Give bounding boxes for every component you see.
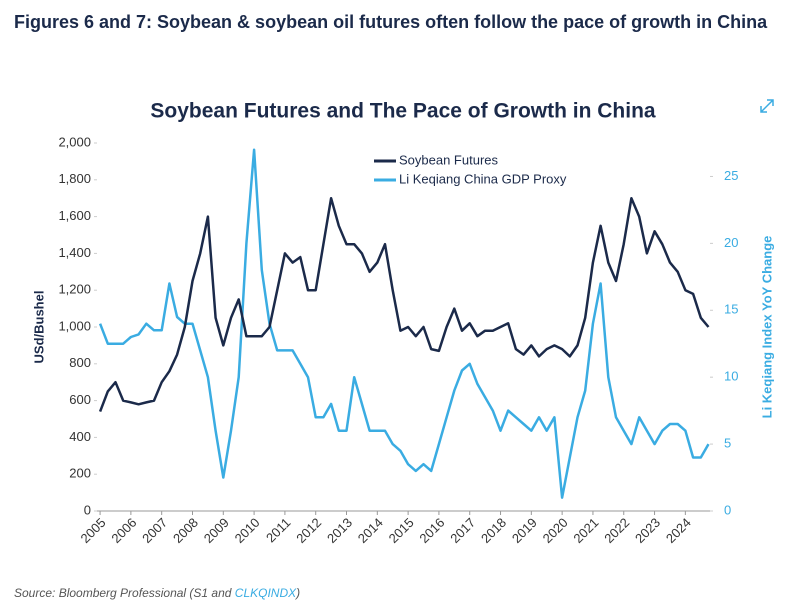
y2-tick-label: 25 (724, 168, 738, 183)
x-tick-label: 2007 (139, 515, 170, 546)
y-tick-label: 200 (69, 466, 91, 481)
y-tick-label: 1,200 (58, 282, 91, 297)
x-tick-label: 2012 (293, 515, 324, 546)
y-tick-label: 2,000 (58, 134, 91, 149)
series-line (98, 148, 710, 499)
y-tick-label: 0 (84, 502, 91, 517)
y2-tick-label: 20 (724, 235, 738, 250)
y2-tick-label: 15 (724, 302, 738, 317)
y-tick-label: 1,800 (58, 171, 91, 186)
x-tick-label: 2014 (355, 515, 386, 546)
x-tick-label: 2017 (447, 515, 478, 546)
x-tick-label: 2020 (540, 515, 571, 546)
x-tick-label: 2024 (663, 515, 694, 546)
source-prefix: Source: Bloomberg Professional (S1 and (14, 586, 232, 600)
expand-icon[interactable] (760, 99, 774, 113)
source-link[interactable]: CLKQINDX (235, 586, 297, 600)
y-tick-label: 800 (69, 355, 91, 370)
source: Source: Bloomberg Professional (S1 and C… (14, 586, 300, 600)
x-tick-label: 2021 (570, 515, 601, 546)
y-tick-label: 1,400 (58, 245, 91, 260)
x-tick-label: 2019 (509, 515, 540, 546)
y-tick-label: 400 (69, 429, 91, 444)
series-line (98, 196, 710, 413)
y-axis-label: USd/Bushel (31, 291, 46, 364)
x-tick-label: 2018 (478, 515, 509, 546)
x-tick-label: 2016 (416, 515, 447, 546)
x-tick-label: 2022 (601, 515, 632, 546)
y2-tick-label: 0 (724, 502, 731, 517)
x-tick-label: 2005 (78, 515, 109, 546)
x-tick-label: 2015 (386, 515, 417, 546)
x-tick-label: 2006 (108, 515, 139, 546)
legend-label: Li Keqiang China GDP Proxy (399, 171, 567, 186)
x-tick-label: 2010 (232, 515, 263, 546)
y-tick-label: 600 (69, 392, 91, 407)
x-tick-label: 2011 (263, 515, 293, 545)
x-tick-label: 2009 (201, 515, 232, 546)
x-tick-label: 2013 (324, 515, 355, 546)
y2-tick-label: 10 (724, 369, 738, 384)
chart-title: Soybean Futures and The Pace of Growth i… (150, 100, 656, 123)
y-tick-label: 1,600 (58, 208, 91, 223)
y2-axis-label: Li Keqiang Index YoY Change (759, 236, 774, 419)
legend-label: Soybean Futures (399, 152, 499, 167)
y2-tick-label: 5 (724, 436, 731, 451)
source-suffix: ) (294, 586, 300, 600)
header-title: Figures 6 and 7: Soybean & soybean oil f… (14, 12, 768, 32)
y-tick-label: 1,000 (58, 318, 91, 333)
x-tick-label: 2008 (170, 515, 201, 546)
x-tick-label: 2023 (632, 515, 663, 546)
